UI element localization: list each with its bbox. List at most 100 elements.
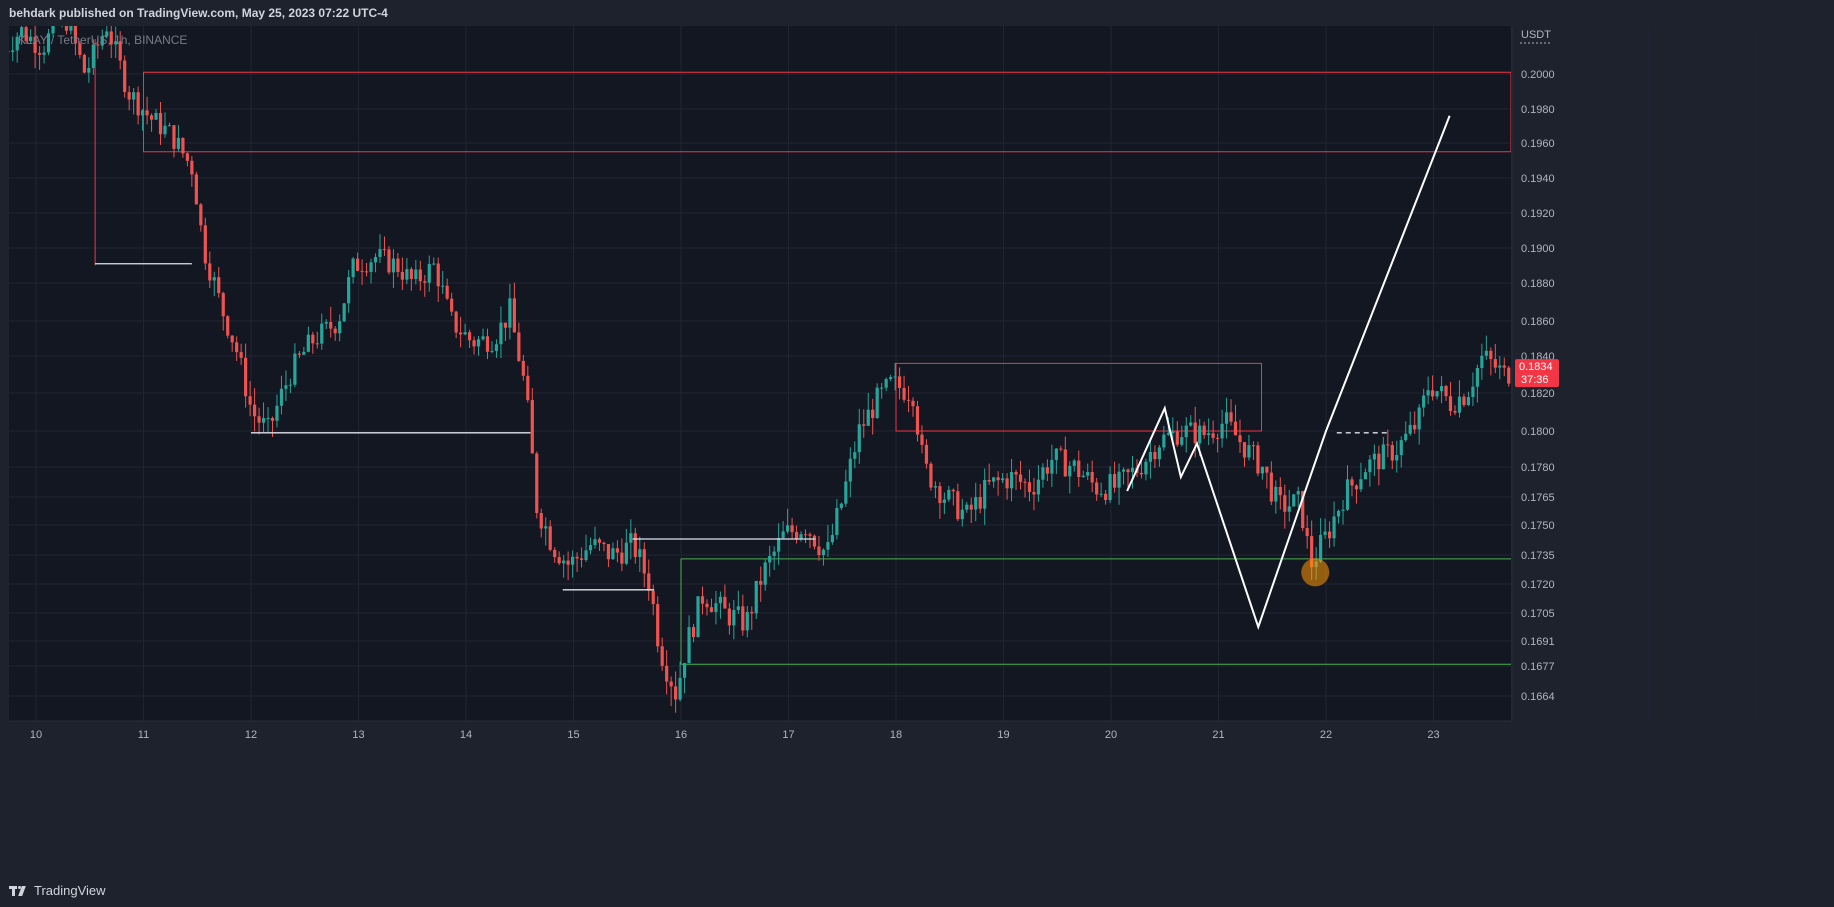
candle-up [481,336,485,340]
candle-up [51,26,55,34]
candle-up [20,27,24,37]
candle-up [821,549,826,556]
candle-up [1144,461,1148,475]
candle-down [1238,435,1242,443]
price-tick-label: 0.1800 [1521,426,1555,438]
candle-down [136,92,140,116]
candle-up [1475,367,1479,387]
candle-up [1435,391,1439,397]
candle-up [1068,465,1072,477]
candle-up [427,263,431,283]
candle-up [306,334,310,352]
candle-down [924,444,929,464]
candle-up [983,479,987,509]
candle-down [1448,396,1453,412]
candle-down [217,277,221,294]
candle-down [1502,365,1506,368]
candle-down [1193,422,1197,444]
candle-down [1090,472,1094,483]
price-tick-label: 0.1750 [1521,520,1555,532]
price-tick-label: 0.1765 [1521,492,1555,504]
candle-up [835,508,839,535]
currency-label: USDT [1521,29,1551,41]
candle-down [602,542,606,545]
candle-up [1292,494,1296,507]
candle-up [875,387,879,419]
candle-down [181,137,185,154]
candle-up [992,477,996,482]
candle-up [1480,355,1484,368]
candle-down [817,546,821,556]
candle-down [297,353,301,355]
candle-up [42,52,46,55]
candle-down [575,556,579,559]
candle-up [369,262,373,272]
candle-up [960,509,964,520]
candle-up [763,562,767,585]
candle-up [1036,479,1041,495]
candle-down [149,115,154,120]
price-chart[interactable]: 0.2000 0.1980 0.1960 0.1940 0.1920 0.1900 0.18… [9,26,1834,841]
candle-up [432,263,436,265]
candle-up [933,486,938,488]
candle-up [1198,425,1202,444]
candle-up [490,350,494,352]
candle-down [615,548,619,553]
candle-down [1216,437,1220,439]
candle-down [1462,396,1466,406]
candle-down [503,322,508,328]
symbol-label: KLAY / TetherUS, 1h, BINANCE [18,33,188,47]
tradingview-logo[interactable]: TradingView [9,883,106,898]
candle-up [69,26,73,31]
candle-down [239,352,243,358]
candle-down [1112,474,1117,488]
candle-down [1233,421,1238,436]
candle-down [579,558,584,561]
candle-up [1399,440,1403,455]
candle-up [718,596,723,604]
candle-down [230,335,234,343]
candle-down [127,92,131,100]
candle-up [965,504,969,510]
candle-up [1319,534,1323,562]
candle-down [172,125,176,149]
candle-up [857,424,861,453]
candle-down [423,281,427,283]
candle-down [1077,460,1081,478]
candle-down [566,560,570,565]
candle-down [73,26,78,44]
candle-up [1086,472,1090,476]
candle-down [1489,350,1493,360]
candle-down [1059,448,1063,450]
candle-up [714,603,718,612]
candle-up [781,531,785,538]
candle-up [373,256,378,263]
price-tick-label: 0.1960 [1521,138,1555,150]
candle-down [978,497,982,509]
candle-down [987,479,991,482]
time-tick-label: 17 [782,729,794,741]
candle-down [1386,444,1390,446]
candle-down [996,477,1000,481]
candle-down [674,686,678,700]
price-tick-label: 0.2000 [1521,69,1555,81]
price-tick-label: 0.1735 [1521,550,1555,562]
candle-down [669,681,673,687]
candle-up [799,534,803,540]
candle-up [687,627,691,664]
candle-down [454,311,458,333]
candle-down [1256,445,1260,474]
price-tick-label: 0.1860 [1521,316,1555,328]
chart-area[interactable]: 0.2000 0.1980 0.1960 0.1940 0.1920 0.1900 0.18… [9,26,1834,841]
candle-up [163,125,167,135]
candle-down [530,400,534,454]
price-tick-label: 0.1920 [1521,208,1555,220]
candle-down [329,322,333,329]
candle-up [1081,475,1085,478]
candle-up [347,277,351,304]
candle-up [588,545,593,551]
candle-up [414,269,418,279]
candle-up [866,409,870,426]
candle-down [665,665,669,682]
candle-up [132,92,136,100]
